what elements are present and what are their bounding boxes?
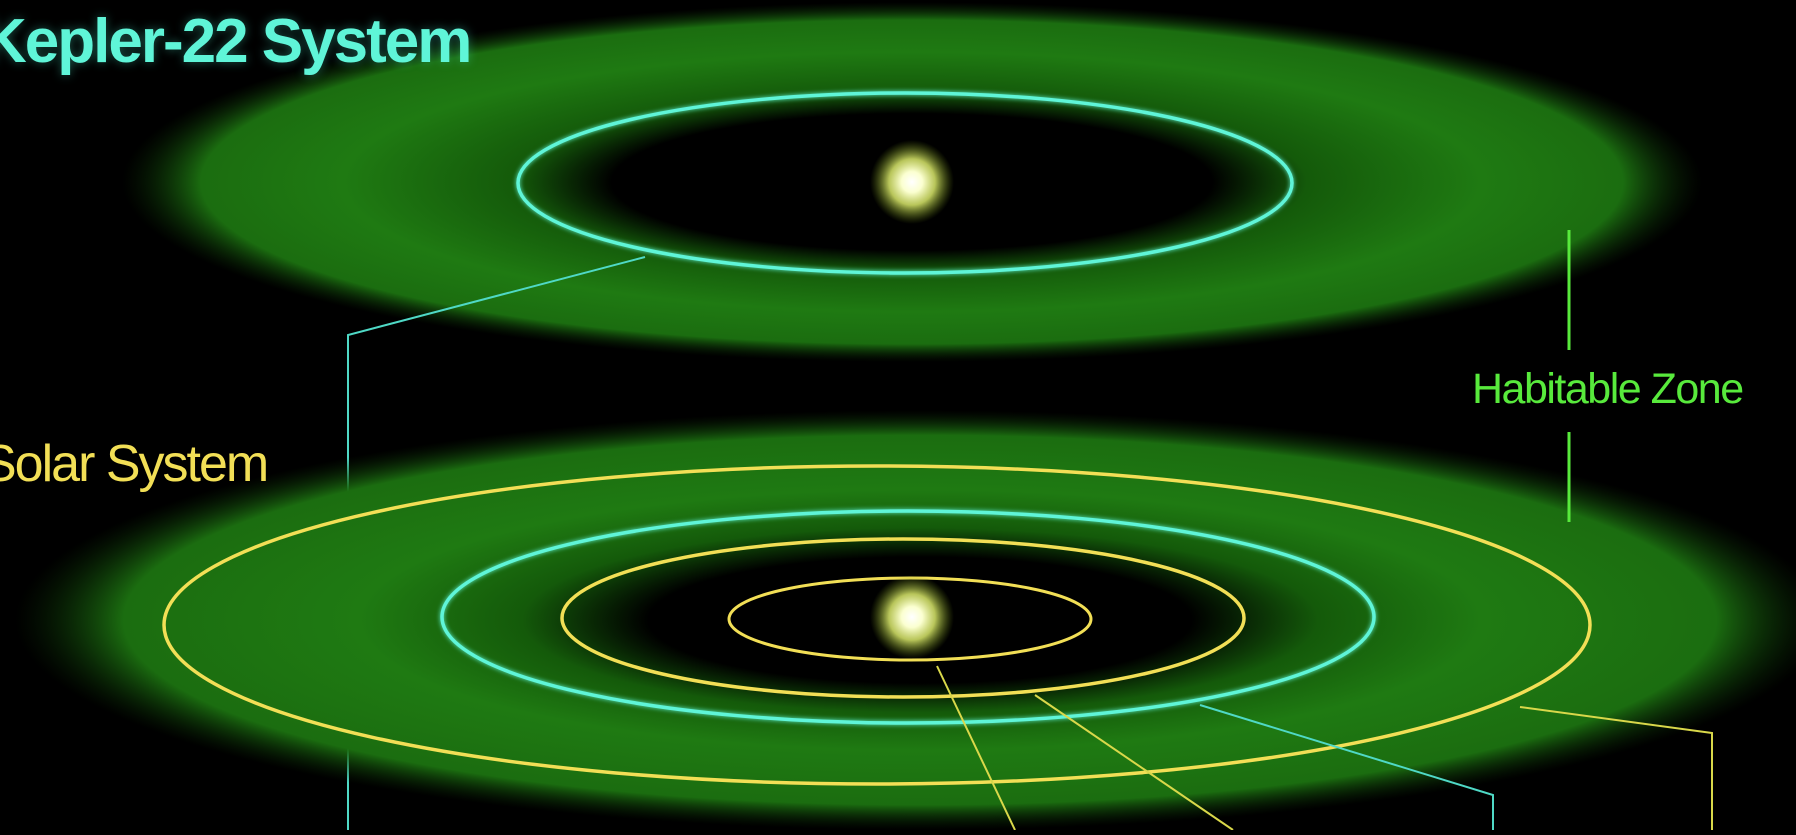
mars-pointer bbox=[1519, 706, 1713, 830]
venus-orbit bbox=[560, 537, 1246, 699]
earth-orbit bbox=[440, 509, 1376, 725]
venus-pointer bbox=[1034, 694, 1234, 831]
mars-orbit bbox=[162, 464, 1592, 786]
habitable-zone-label: Habitable Zone bbox=[1472, 365, 1744, 413]
kepler-star-icon bbox=[870, 140, 954, 224]
solar-system-title: Solar System bbox=[0, 435, 269, 493]
kepler-22b-orbit bbox=[516, 91, 1294, 275]
sun-icon bbox=[870, 575, 954, 659]
earth-pointer bbox=[1199, 704, 1494, 830]
mercury-pointer bbox=[936, 665, 1016, 831]
kepler-system-title: Kepler-22 System bbox=[0, 7, 472, 76]
